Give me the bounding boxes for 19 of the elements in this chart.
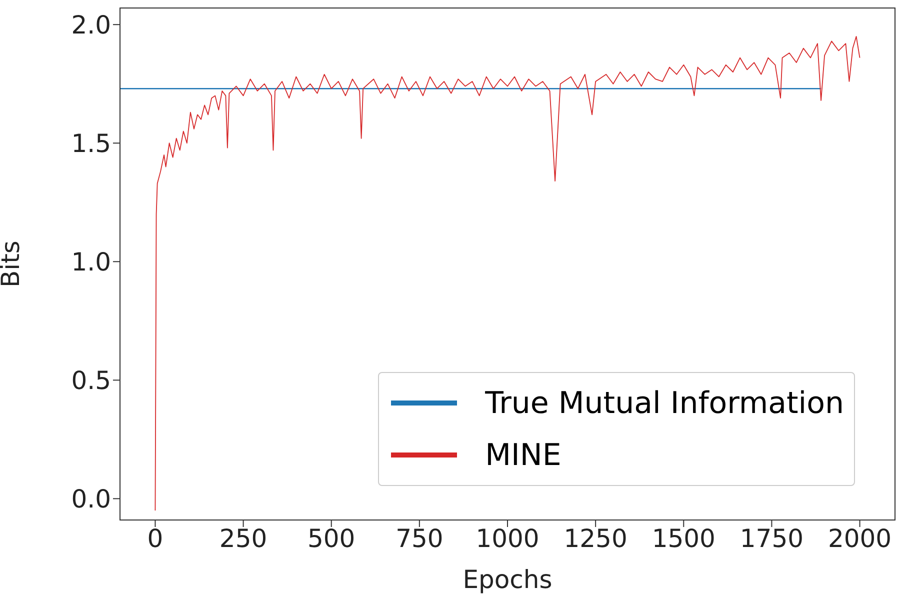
x-tick-label: 1750 — [740, 524, 804, 553]
y-tick-label: 2.0 — [71, 10, 111, 40]
y-tick-label: 0.0 — [71, 484, 111, 514]
line-series — [154, 36, 860, 511]
y-tick-label: 0.5 — [71, 366, 111, 396]
y-axis-title: Bits — [0, 240, 25, 288]
y-tick-label: 1.5 — [71, 128, 111, 158]
x-tick-label: 0 — [147, 524, 164, 553]
x-tick-label: 250 — [219, 524, 268, 553]
legend-label: True Mutual Information — [485, 386, 844, 420]
x-axis-title: Epochs — [462, 565, 552, 594]
legend-label: MINE — [485, 438, 562, 472]
x-tick-label: 2000 — [828, 524, 892, 553]
x-tick-label: 1000 — [476, 524, 540, 553]
y-tick-label: 1.0 — [71, 248, 111, 277]
x-tick-label: 750 — [396, 524, 444, 553]
x-tick-label: 1500 — [652, 524, 716, 553]
x-tick-label: 500 — [308, 524, 356, 553]
x-tick-label: 1250 — [564, 524, 628, 553]
